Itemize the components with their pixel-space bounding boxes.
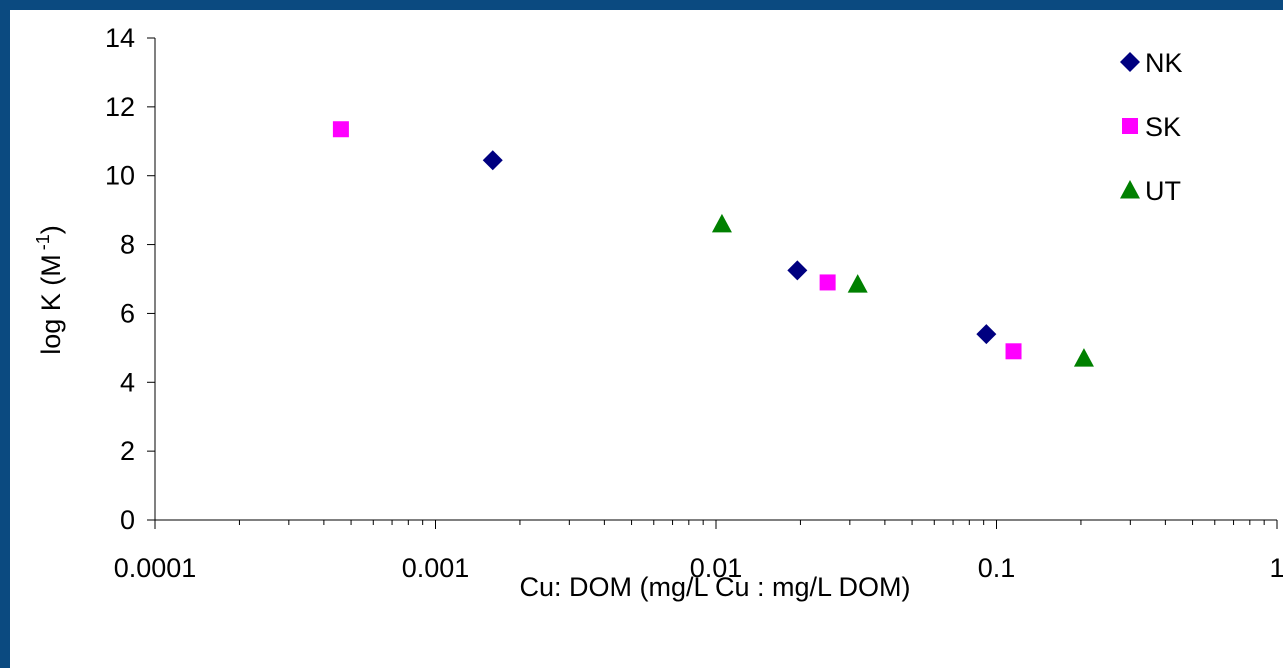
series-ut [711,213,1094,367]
legend-marker-sk [1122,118,1138,134]
data-point-nk [787,260,808,281]
axes [154,38,1277,521]
y-tick-label: 14 [105,23,135,53]
data-point-ut [711,213,732,233]
data-point-sk [1005,343,1022,360]
x-axis-ticks: 0.0001 0.001 0.01 0.1 1 [114,520,1283,583]
data-point-sk [819,274,836,291]
x-tick-label: 0.001 [402,553,470,583]
legend-label-ut: UT [1145,176,1181,206]
legend-marker-nk [1120,52,1140,72]
chart-frame: 0 2 4 6 8 10 12 14 0.0001 0.001 0.01 0.1 1 NK SK UT C… [10,10,1283,668]
data-points [332,121,1094,367]
y-tick-label: 8 [120,230,135,260]
x-tick-label: 0.0001 [114,553,197,583]
legend: NK SK UT [1120,48,1183,206]
series-nk [482,150,997,345]
legend-label-sk: SK [1145,112,1181,142]
legend-label-nk: NK [1145,48,1183,78]
y-tick-label: 12 [105,92,135,122]
scatter-chart: 0 2 4 6 8 10 12 14 0.0001 0.001 0.01 0.1 1 NK SK UT C… [33,23,1283,602]
data-point-sk [332,121,349,138]
x-tick-label: 0.1 [978,553,1016,583]
y-tick-label: 2 [120,436,135,466]
y-tick-label: 6 [120,298,135,328]
x-tick-label: 0.01 [690,553,743,583]
y-tick-label: 4 [120,367,135,397]
legend-marker-ut [1120,180,1140,199]
y-axis-title: log K (M-1) [33,225,66,355]
data-point-ut [847,274,868,293]
y-tick-label: 10 [105,161,135,191]
x-axis-title: Cu: DOM (mg/L Cu : mg/L DOM) [519,572,910,602]
data-point-nk [976,324,997,345]
data-point-ut [1073,348,1094,367]
x-tick-label: 1 [1269,553,1283,583]
y-axis-ticks: 0 2 4 6 8 10 12 14 [105,23,155,535]
y-tick-label: 0 [120,505,135,535]
data-point-nk [482,150,503,171]
series-sk [332,121,1022,360]
